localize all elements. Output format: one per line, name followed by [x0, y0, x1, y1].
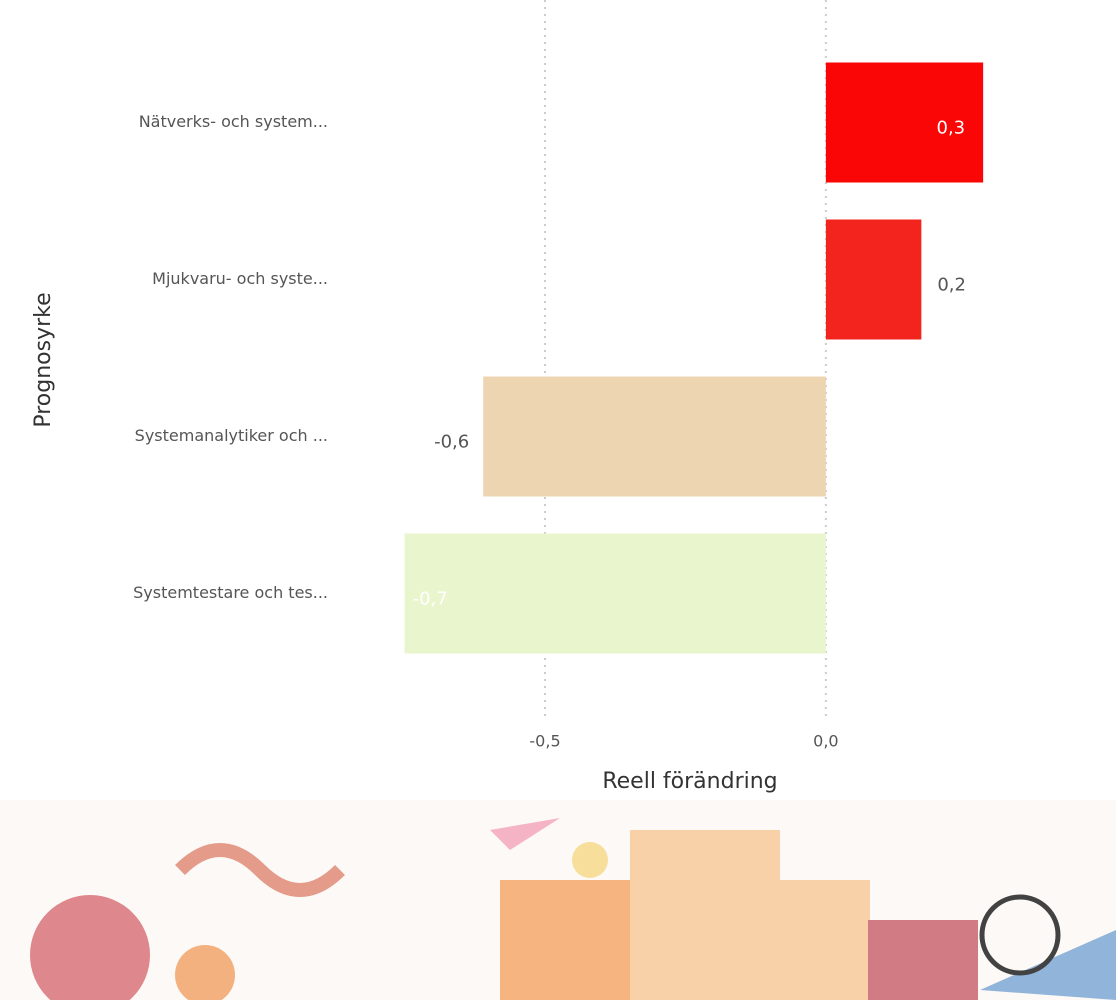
bar: [825, 219, 922, 340]
y-tick-label: Nätverks- och system...: [139, 112, 328, 131]
y-tick-label: Mjukvaru- och syste...: [152, 269, 328, 288]
bar: [404, 533, 826, 654]
data-label: 0,2: [937, 275, 966, 296]
data-label: -0,6: [434, 432, 469, 453]
decorative-illustration: [0, 800, 1116, 1000]
x-tick-label: -0,5: [529, 732, 560, 751]
data-label: 0,3: [937, 118, 966, 139]
data-label: -0,7: [413, 589, 448, 610]
y-tick-label: Systemtestare och tes...: [133, 583, 328, 602]
bar: [483, 376, 826, 497]
x-tick-label: 0,0: [813, 732, 838, 751]
y-axis-title: Prognosyrke: [31, 292, 56, 427]
x-axis-title: Reell förändring: [602, 769, 777, 794]
y-tick-label: Systemanalytiker och ...: [135, 426, 328, 445]
bar: [825, 62, 984, 183]
